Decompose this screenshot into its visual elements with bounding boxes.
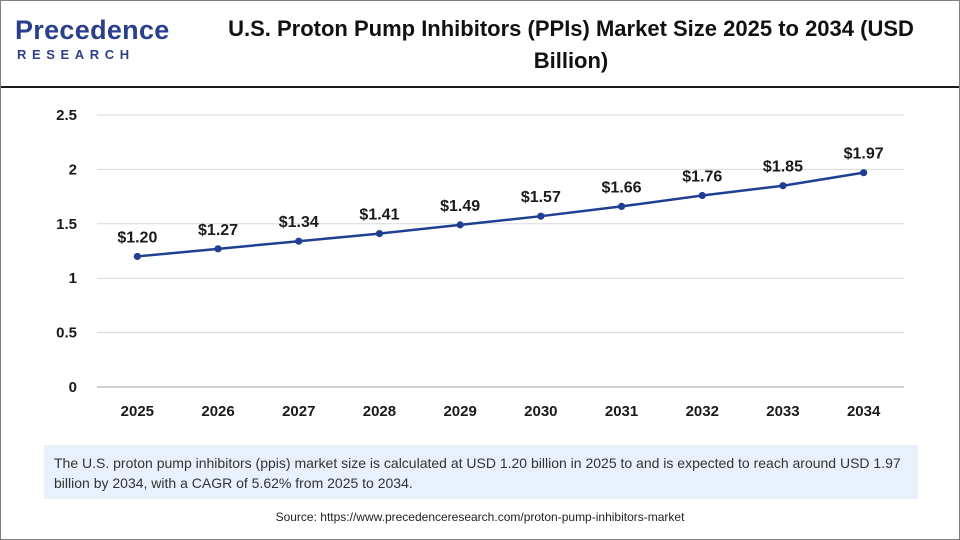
y-tick-label: 0.5 — [56, 325, 77, 342]
data-label: $1.20 — [117, 229, 157, 246]
data-point — [295, 237, 303, 245]
chart-title: U.S. Proton Pump Inhibitors (PPIs) Marke… — [228, 16, 914, 73]
x-tick-label: 2030 — [524, 403, 557, 420]
data-point — [133, 252, 141, 261]
x-tick-label: 2033 — [766, 403, 799, 420]
x-tick-label: 2029 — [443, 403, 476, 420]
line-chart: 0 0.5 1 1.5 2 2.5 2025 2026 2027 2028 2029 2030 2031… — [56, 107, 904, 420]
data-label: $1.34 — [279, 214, 319, 231]
data-point — [698, 191, 706, 200]
data-label: $1.66 — [602, 179, 642, 196]
x-tick-label: 2031 — [605, 403, 638, 420]
x-tick-label: 2025 — [121, 403, 154, 420]
x-tick-label: 2034 — [847, 403, 881, 420]
data-point — [860, 169, 868, 177]
series-line — [137, 171, 864, 258]
x-tick-label: 2032 — [686, 403, 719, 420]
logo-wordmark: Precedence — [15, 15, 170, 45]
y-tick-label: 1 — [69, 270, 77, 287]
source-note: Source: https://www.precedenceresearch.c… — [275, 510, 685, 524]
description-box: The U.S. proton pump inhibitors (ppis) m… — [44, 445, 918, 499]
data-label: $1.49 — [440, 198, 480, 215]
y-tick-label: 1.5 — [56, 216, 77, 233]
x-tick-label: 2026 — [201, 403, 234, 420]
data-point — [779, 182, 787, 190]
x-tick-label: 2028 — [363, 403, 396, 420]
y-tick-label: 2.5 — [56, 107, 77, 124]
data-point — [617, 202, 626, 210]
x-tick-label: 2027 — [282, 403, 315, 420]
data-label: $1.76 — [682, 169, 722, 186]
logo-subtitle: RESEARCH — [17, 47, 135, 62]
data-point — [214, 245, 222, 253]
brand-logo: Precedence RESEARCH — [15, 15, 175, 65]
data-label: $1.97 — [844, 146, 884, 163]
y-tick-label: 0 — [69, 379, 77, 396]
data-label: $1.27 — [198, 222, 238, 239]
data-point — [537, 212, 545, 220]
data-label: $1.41 — [359, 207, 399, 224]
header: Precedence RESEARCH U.S. Proton Pump Inh… — [1, 1, 959, 88]
data-point — [375, 229, 384, 238]
data-label: $1.85 — [763, 159, 803, 176]
data-point — [456, 221, 464, 229]
y-tick-label: 2 — [69, 161, 77, 178]
data-label: $1.57 — [521, 189, 561, 206]
